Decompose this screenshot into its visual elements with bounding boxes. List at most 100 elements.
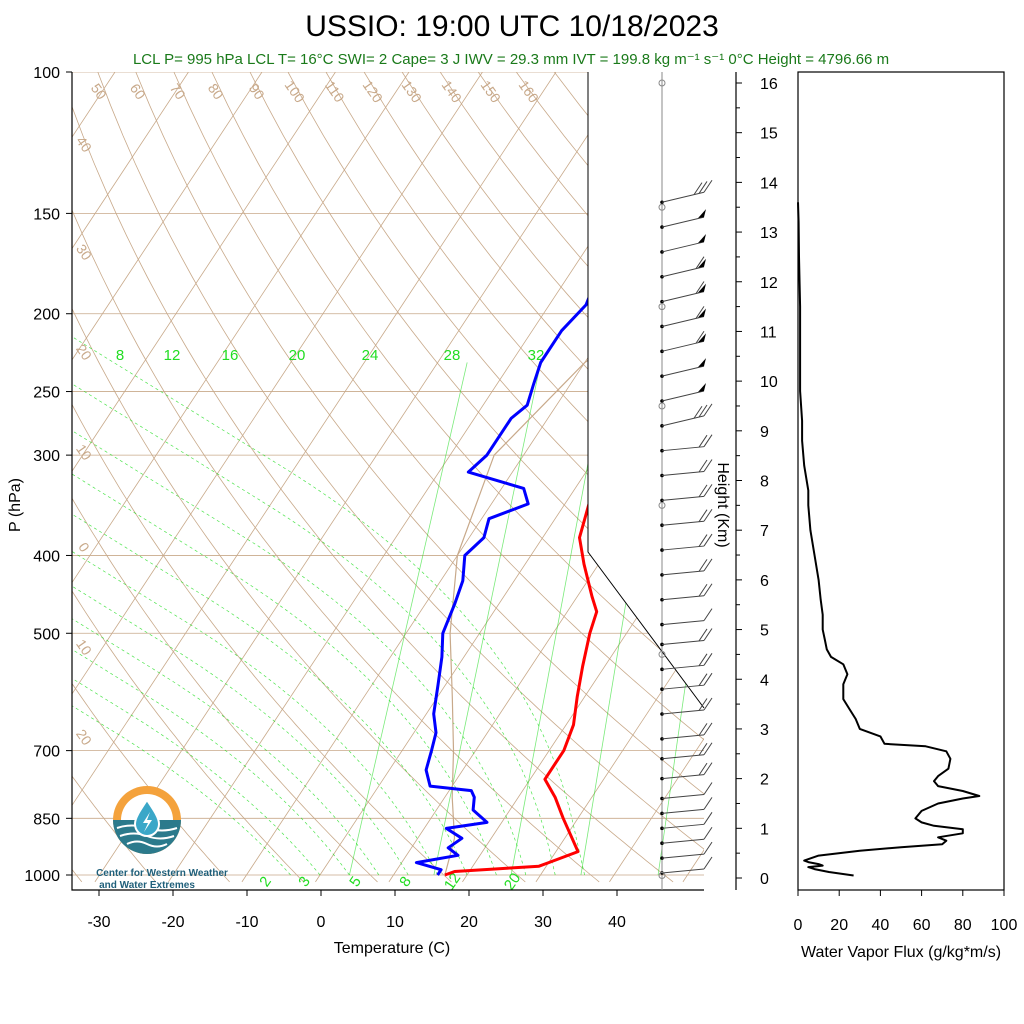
wind-barb-staff bbox=[661, 365, 705, 377]
wind-barb bbox=[660, 358, 706, 378]
wind-barb-staff bbox=[661, 241, 705, 253]
x-tick-label: -10 bbox=[235, 914, 258, 931]
flux-tick-label: 100 bbox=[991, 917, 1018, 934]
y-tick-label: 850 bbox=[33, 811, 60, 828]
wind-barb-flag bbox=[703, 697, 713, 711]
height-tick-label: 8 bbox=[760, 474, 769, 491]
wind-barb-staff bbox=[661, 838, 705, 844]
wind-barb-staff bbox=[661, 495, 705, 501]
wind-barb bbox=[660, 742, 713, 761]
isotherm-line bbox=[462, 515, 704, 883]
skew-panel-ticks: -30 -20 -10 0 10 20 30 40 100 150 200 250 300 400 500 7… bbox=[24, 65, 626, 931]
isotherm-line bbox=[535, 626, 704, 883]
wind-barb-pennant bbox=[698, 358, 706, 368]
wind-barb-staff bbox=[661, 754, 705, 760]
wind-barb-pennant bbox=[698, 333, 706, 343]
x-tick-label: 0 bbox=[317, 914, 326, 931]
dry-adiabat-line bbox=[72, 590, 304, 883]
chart-subtitle: LCL P= 995 hPa LCL T= 16°C SWI= 2 Cape= … bbox=[133, 51, 889, 68]
moist-adiabat-line bbox=[72, 618, 380, 876]
wind-barb bbox=[660, 383, 706, 403]
wind-barb-flag bbox=[703, 484, 713, 497]
wind-barb-flag bbox=[695, 306, 705, 319]
wind-barb bbox=[660, 722, 713, 741]
wind-barb-flag bbox=[703, 558, 713, 572]
height-tick-label: 15 bbox=[760, 126, 778, 143]
x-tick-label: 40 bbox=[608, 914, 626, 931]
wind-barb-flag bbox=[703, 608, 713, 621]
wind-barb-flag bbox=[698, 762, 708, 776]
wind-barb-flag bbox=[703, 508, 713, 522]
wind-barb-staff bbox=[661, 709, 705, 715]
mixing-ratio-label: 24 bbox=[362, 347, 379, 364]
isotherm-line bbox=[72, 72, 557, 807]
wind-barb bbox=[660, 233, 706, 254]
wind-barb bbox=[660, 306, 706, 329]
wind-barb bbox=[660, 508, 713, 528]
wind-barb-flag bbox=[703, 782, 713, 795]
wind-barb-staff bbox=[661, 216, 705, 228]
wind-barb bbox=[660, 762, 713, 781]
isotherm-line bbox=[72, 72, 336, 472]
flux-tick-label: 60 bbox=[913, 917, 931, 934]
wind-barb-staff bbox=[661, 794, 705, 799]
wind-barb-flag bbox=[698, 742, 708, 756]
x-tick-label: -30 bbox=[87, 914, 110, 931]
wind-barb-staff bbox=[661, 471, 705, 477]
wind-barb-flag bbox=[693, 182, 703, 195]
wind-barb-flag bbox=[703, 459, 713, 472]
height-tick-label: 13 bbox=[760, 225, 778, 242]
wind-barb bbox=[660, 583, 713, 602]
wind-barb-staff bbox=[661, 291, 705, 303]
flux-tick-label: 20 bbox=[830, 917, 848, 934]
isotherm-line bbox=[72, 72, 410, 584]
mixing-ratio-label: 16 bbox=[222, 347, 239, 364]
wind-barb bbox=[660, 672, 713, 691]
wind-barb-flag bbox=[703, 762, 713, 775]
flux-trace bbox=[797, 202, 981, 877]
x-tick-label: 20 bbox=[460, 914, 478, 931]
flux-x-axis-label: Water Vapor Flux (g/kg*m/s) bbox=[801, 944, 1001, 961]
flux-tick-label: 80 bbox=[954, 917, 972, 934]
height-tick-label: 7 bbox=[760, 523, 769, 540]
dry-adiabat-line bbox=[287, 72, 704, 585]
y-tick-label: 100 bbox=[33, 65, 60, 82]
wind-barb bbox=[660, 558, 713, 577]
logo-line-1: Center for Western Weather bbox=[96, 868, 228, 879]
wind-barb-staff bbox=[661, 545, 705, 551]
wind-barb-flag bbox=[703, 179, 713, 193]
wind-barbs bbox=[658, 72, 713, 890]
isotherm-line bbox=[609, 737, 704, 883]
wind-barb-flag bbox=[703, 653, 713, 666]
y-tick-label: 300 bbox=[33, 448, 60, 465]
wind-barb-staff bbox=[661, 868, 705, 874]
wind-barb bbox=[660, 484, 713, 503]
x-tick-label: -20 bbox=[161, 914, 184, 931]
wind-barb-staff bbox=[661, 191, 705, 203]
height-tick-label: 10 bbox=[760, 374, 778, 391]
wind-barb-flag bbox=[703, 812, 713, 825]
dry-adiabat-line bbox=[325, 72, 704, 535]
wind-barb-pennant bbox=[698, 209, 706, 219]
y-tick-label: 1000 bbox=[24, 868, 60, 885]
wind-barb-flag bbox=[703, 628, 713, 641]
wind-barb-staff bbox=[661, 808, 705, 814]
lightning-icon bbox=[143, 812, 152, 832]
wind-barb-staff bbox=[661, 570, 705, 576]
moist-adiabat-line bbox=[72, 677, 321, 876]
wind-barb-flag bbox=[703, 797, 713, 810]
height-tick-label: 0 bbox=[760, 871, 769, 888]
wind-barb-staff bbox=[661, 595, 705, 601]
height-tick-label: 16 bbox=[760, 76, 778, 93]
calm-wind-circle bbox=[658, 650, 666, 658]
isotherm-line bbox=[72, 72, 189, 250]
height-tick-label: 11 bbox=[760, 324, 777, 341]
wind-barb-pennant bbox=[698, 383, 706, 392]
dry-adiabat-line bbox=[72, 775, 157, 883]
wind-barb bbox=[660, 281, 706, 304]
wind-barb-pennant bbox=[698, 233, 706, 243]
logo-line-2: and Water Extremes bbox=[99, 880, 195, 891]
wind-barb-flag bbox=[698, 628, 708, 642]
